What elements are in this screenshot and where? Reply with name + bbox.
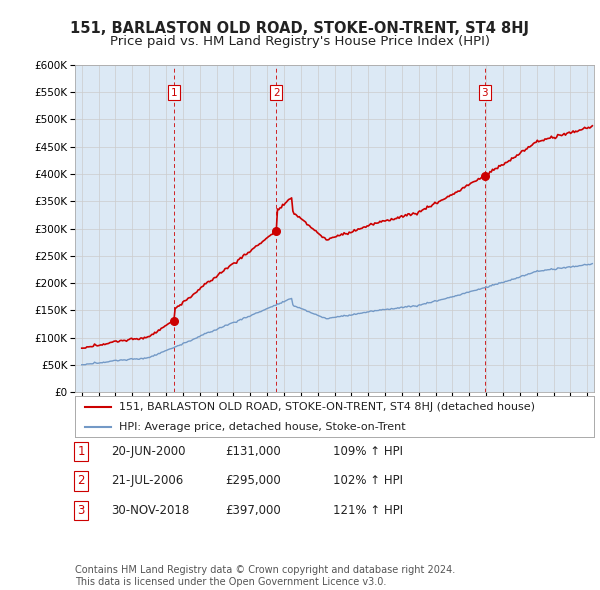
Text: £397,000: £397,000	[225, 504, 281, 517]
Text: HPI: Average price, detached house, Stoke-on-Trent: HPI: Average price, detached house, Stok…	[119, 422, 406, 431]
Text: 1: 1	[170, 88, 177, 98]
Text: 30-NOV-2018: 30-NOV-2018	[111, 504, 189, 517]
Text: 21-JUL-2006: 21-JUL-2006	[111, 474, 183, 487]
Text: 109% ↑ HPI: 109% ↑ HPI	[333, 445, 403, 458]
Text: 20-JUN-2000: 20-JUN-2000	[111, 445, 185, 458]
Text: Contains HM Land Registry data © Crown copyright and database right 2024.
This d: Contains HM Land Registry data © Crown c…	[75, 565, 455, 587]
Text: 151, BARLASTON OLD ROAD, STOKE-ON-TRENT, ST4 8HJ: 151, BARLASTON OLD ROAD, STOKE-ON-TRENT,…	[71, 21, 530, 35]
Text: 2: 2	[273, 88, 280, 98]
Text: Price paid vs. HM Land Registry's House Price Index (HPI): Price paid vs. HM Land Registry's House …	[110, 35, 490, 48]
Text: 102% ↑ HPI: 102% ↑ HPI	[333, 474, 403, 487]
Text: £131,000: £131,000	[225, 445, 281, 458]
Text: 2: 2	[77, 474, 85, 487]
Text: 3: 3	[481, 88, 488, 98]
Text: 3: 3	[77, 504, 85, 517]
Text: 121% ↑ HPI: 121% ↑ HPI	[333, 504, 403, 517]
Text: 151, BARLASTON OLD ROAD, STOKE-ON-TRENT, ST4 8HJ (detached house): 151, BARLASTON OLD ROAD, STOKE-ON-TRENT,…	[119, 402, 535, 411]
Text: 1: 1	[77, 445, 85, 458]
Text: £295,000: £295,000	[225, 474, 281, 487]
